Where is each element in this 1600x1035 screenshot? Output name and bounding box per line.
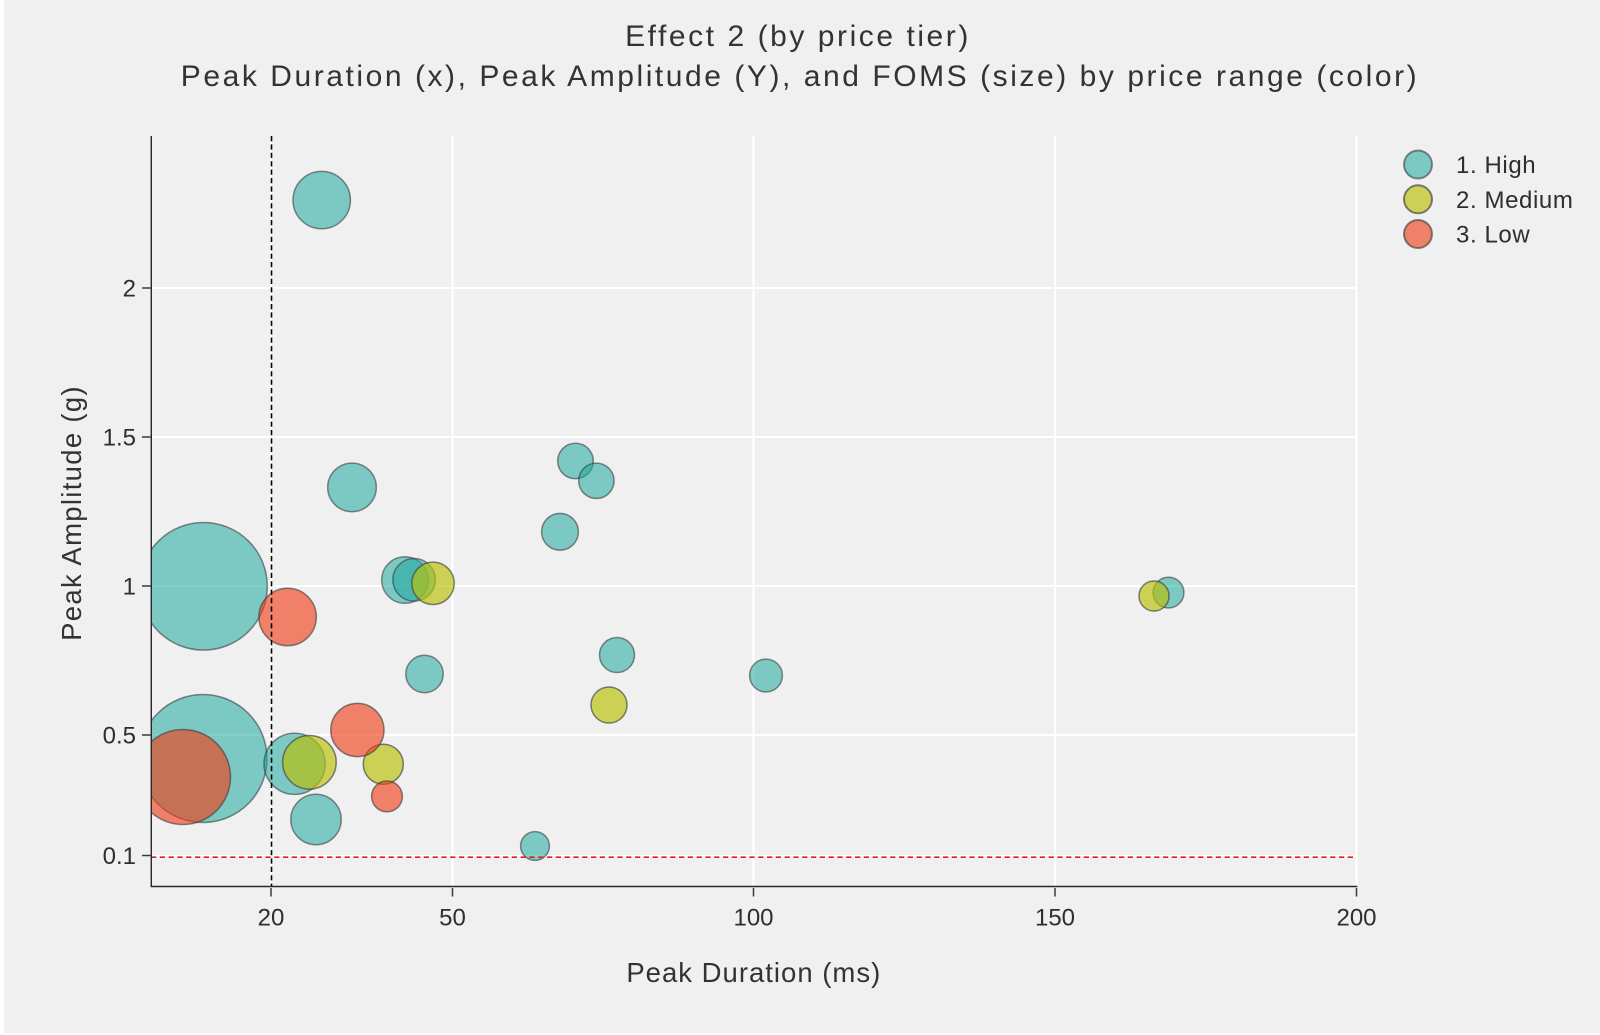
svg-text:2: 2 (123, 276, 136, 303)
svg-text:Peak Amplitude (g): Peak Amplitude (g) (56, 385, 87, 641)
svg-text:1. High: 1. High (1456, 152, 1536, 179)
svg-text:150: 150 (1035, 905, 1075, 932)
svg-text:200: 200 (1336, 905, 1376, 932)
svg-text:50: 50 (439, 905, 466, 932)
svg-text:20: 20 (258, 905, 285, 932)
svg-text:3. Low: 3. Low (1456, 222, 1530, 249)
svg-text:2. Medium: 2. Medium (1456, 187, 1573, 214)
svg-text:Peak Duration (ms): Peak Duration (ms) (626, 957, 881, 988)
svg-text:100: 100 (733, 905, 773, 932)
svg-text:Effect 2 (by price tier): Effect 2 (by price tier) (625, 20, 971, 53)
svg-text:0.5: 0.5 (103, 723, 136, 750)
svg-text:Peak Duration (x), Peak Amplit: Peak Duration (x), Peak Amplitude (Y), a… (181, 60, 1419, 93)
svg-text:1: 1 (123, 574, 136, 601)
svg-text:0.1: 0.1 (103, 843, 136, 870)
svg-text:1.5: 1.5 (103, 425, 136, 452)
